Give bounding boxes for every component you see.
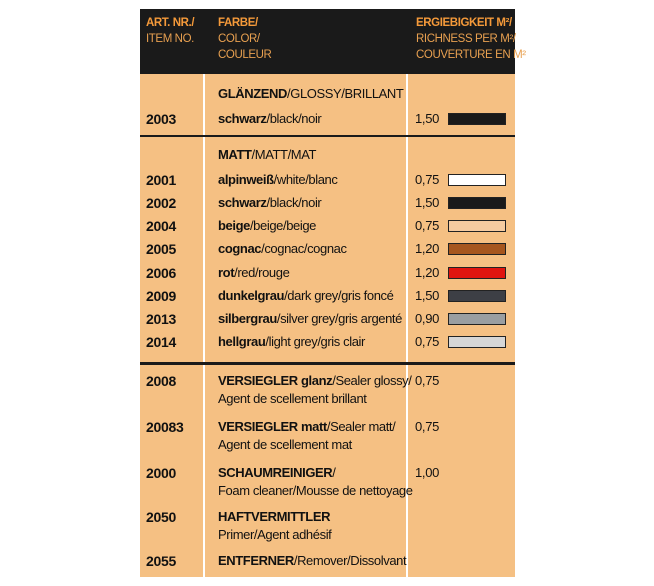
richness-value: 0,75 <box>415 419 440 434</box>
item-number: 2004 <box>146 218 176 234</box>
table-header: ART. NR./ ITEM NO. FARBE/ COLOR/ COULEUR… <box>140 9 526 74</box>
product-table: ART. NR./ ITEM NO. FARBE/ COLOR/ COULEUR… <box>140 9 526 577</box>
color-name: dunkelgrau/dark grey/gris foncé <box>218 288 394 303</box>
color-swatch <box>448 313 506 325</box>
item-number: 2055 <box>146 553 176 569</box>
matt-heading: MATT/MATT/MAT <box>218 147 317 162</box>
item-number: 2013 <box>146 311 176 327</box>
section-divider <box>140 135 515 137</box>
color-name: hellgrau/light grey/gris clair <box>218 334 365 349</box>
column-divider <box>406 74 408 577</box>
richness-value: 0,90 <box>415 311 440 326</box>
product-name: HAFTVERMITTLER <box>218 509 331 524</box>
richness-value: 0,75 <box>415 172 440 187</box>
richness-value: 0,75 <box>415 218 440 233</box>
color-swatch <box>448 113 506 125</box>
product-name: SCHAUMREINIGER/ <box>218 465 336 480</box>
richness-value: 1,20 <box>415 265 440 280</box>
product-name-line2: Agent de scellement brillant <box>218 391 367 406</box>
richness-value: 0,75 <box>415 334 440 349</box>
product-name-line2: Primer/Agent adhésif <box>218 527 332 542</box>
color-swatch <box>448 336 506 348</box>
color-swatch <box>448 174 506 186</box>
section-divider <box>140 362 515 365</box>
header-item-no: ART. NR./ ITEM NO. <box>146 17 195 45</box>
color-swatch <box>448 220 506 232</box>
header-richness: ERGIEBIGKEIT M²/ RICHNESS PER M²/ COUVER… <box>416 17 526 61</box>
item-number: 2050 <box>146 509 176 525</box>
color-name: silbergrau/silver grey/gris argenté <box>218 311 402 326</box>
richness-value: 1,20 <box>415 241 440 256</box>
richness-value: 1,50 <box>415 195 440 210</box>
product-name: ENTFERNER/Remover/Dissolvant <box>218 553 407 568</box>
column-divider <box>203 74 205 577</box>
item-number: 2009 <box>146 288 176 304</box>
color-swatch <box>448 197 506 209</box>
item-number: 2008 <box>146 373 176 389</box>
item-number: 2002 <box>146 195 176 211</box>
product-name-line2: Agent de scellement mat <box>218 437 352 452</box>
product-name: VERSIEGLER matt/Sealer matt/ <box>218 419 396 434</box>
color-name: schwarz/black/noir <box>218 195 322 210</box>
richness-value: 1,00 <box>415 465 440 480</box>
item-number: 2000 <box>146 465 176 481</box>
product-name-line2: Foam cleaner/Mousse de nettoyage <box>218 483 413 498</box>
richness-value: 1,50 <box>415 111 440 126</box>
richness-value: 1,50 <box>415 288 440 303</box>
color-swatch <box>448 290 506 302</box>
color-name: schwarz/black/noir <box>218 111 322 126</box>
item-number: 2005 <box>146 241 176 257</box>
color-name: rot/red/rouge <box>218 265 290 280</box>
item-number: 20083 <box>146 419 184 435</box>
color-name: alpinweiß/white/blanc <box>218 172 338 187</box>
item-number: 2014 <box>146 334 176 350</box>
item-number: 2003 <box>146 111 176 127</box>
product-name: VERSIEGLER glanz/Sealer glossy/ <box>218 373 412 388</box>
color-name: beige/beige/beige <box>218 218 317 233</box>
richness-value: 0,75 <box>415 373 440 388</box>
color-name: cognac/cognac/cognac <box>218 241 347 256</box>
item-number: 2001 <box>146 172 176 188</box>
color-swatch <box>448 267 506 279</box>
header-color: FARBE/ COLOR/ COULEUR <box>218 17 272 61</box>
item-number: 2006 <box>146 265 176 281</box>
color-swatch <box>448 243 506 255</box>
glossy-heading: GLÄNZEND/GLOSSY/BRILLANT <box>218 86 404 101</box>
